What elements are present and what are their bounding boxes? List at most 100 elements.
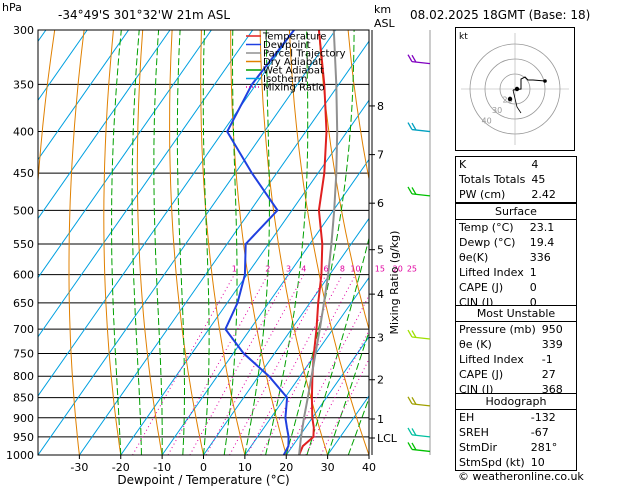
height-tick-label: 3 xyxy=(377,332,384,345)
index-row: PW (cm) 2.42 xyxy=(456,187,576,202)
wet-adiabat-line xyxy=(244,30,270,455)
parcel-trajectory-curve xyxy=(298,30,339,455)
temperature-tick-label: -20 xyxy=(112,461,130,474)
isotherm-line xyxy=(38,30,295,397)
mixing-ratio-label: 4 xyxy=(301,265,306,274)
wind-barb xyxy=(411,128,431,133)
isotherm-line xyxy=(327,395,369,455)
hodograph-storm-trace xyxy=(512,89,522,114)
wind-barb xyxy=(411,54,417,63)
valid-time-label: 08.02.2025 18GMT (Base: 18) xyxy=(410,8,591,22)
pressure-tick-label: 800 xyxy=(13,370,34,383)
wind-barb xyxy=(407,54,413,62)
pressure-tick-label: 400 xyxy=(13,126,34,139)
legend-label: Parcel Trajectory xyxy=(263,49,346,60)
surface-row: Dewp (°C) 19.4 xyxy=(456,235,576,250)
hodograph-ring-label: 40 xyxy=(482,117,492,126)
height-tick-label: 1 xyxy=(377,413,384,426)
isotherm-line xyxy=(410,30,455,455)
mixing-ratio-line xyxy=(167,274,269,455)
isotherm-line xyxy=(368,454,369,455)
temperature-tick-label: 0 xyxy=(200,461,207,474)
mixing-ratio-line xyxy=(229,274,327,455)
surface-value: 1 xyxy=(529,266,537,279)
wind-barb xyxy=(411,187,417,195)
dry-adiabat-line xyxy=(288,30,369,455)
most-unstable-title: Most Unstable xyxy=(476,307,556,320)
pressure-tick-label: 550 xyxy=(13,238,34,251)
wet-adiabat-line xyxy=(202,30,210,455)
wind-barb xyxy=(407,186,413,195)
wet-adiabat-line xyxy=(306,236,369,455)
wind-barb xyxy=(407,396,413,405)
wind-barb xyxy=(411,336,431,340)
temperature-tick-label: 10 xyxy=(238,461,252,474)
wind-barb xyxy=(411,428,417,436)
mixing-ratio-line xyxy=(305,329,369,455)
surface-row: Temp (°C) 23.1 xyxy=(456,220,576,236)
pressure-tick-label: 900 xyxy=(13,412,34,425)
wet-adiabat-line xyxy=(368,453,369,455)
location-label: -34°49'S 301°32'W 21m ASL xyxy=(58,8,231,22)
pressure-tick-label: 300 xyxy=(13,24,34,37)
hodograph-param-row: SREH -67 xyxy=(456,425,576,440)
height-tick-label: 6 xyxy=(377,197,384,210)
x-axis-label: Dewpoint / Temperature (°C) xyxy=(117,473,289,486)
wind-barb xyxy=(407,442,413,450)
hodograph-table: EH -132 SREH -67 StmDir 281° StmSpd (kt) 10 xyxy=(456,409,576,470)
wind-barb xyxy=(411,60,431,65)
index-label: K xyxy=(459,158,467,171)
index-value: 45 xyxy=(531,173,546,186)
indices-table: K 4 Totals Totals 45 PW (cm) 2.42 xyxy=(456,157,576,202)
height-tick-label: 5 xyxy=(377,244,384,257)
isotherm-line xyxy=(38,30,336,455)
hodograph-param-label: EH xyxy=(459,411,475,424)
mixing-ratio-label: 8 xyxy=(340,265,345,274)
surface-table: Temp (°C) 23.1 Dewp (°C) 19.4 θe(K) 336 Lifted… xyxy=(456,219,576,310)
hodograph-param-value: 10 xyxy=(530,456,545,469)
legend-label: Isotherm xyxy=(263,74,307,85)
wet-adiabat-line xyxy=(347,396,369,455)
temperature-tick-label: 40 xyxy=(362,461,376,474)
mixing-ratio-label: 6 xyxy=(324,265,329,274)
index-label: PW (cm) xyxy=(459,188,506,201)
surface-row: CAPE (J) 0 xyxy=(456,280,576,295)
hodograph-param-label: StmDir xyxy=(459,441,498,454)
isotherm-line xyxy=(0,30,5,455)
wind-barb xyxy=(411,397,417,405)
isotherm-line xyxy=(244,276,369,455)
pressure-tick-label: 350 xyxy=(13,78,34,91)
height-unit-label-2: ASL xyxy=(374,17,395,30)
dry-adiabat-line xyxy=(169,30,204,455)
hodograph-param-label: SREH xyxy=(459,426,489,439)
isotherm-line xyxy=(203,217,369,455)
wind-barb xyxy=(411,403,431,407)
isotherm-line xyxy=(38,30,254,338)
hodograph-point xyxy=(514,86,520,92)
hodograph-unit-label: kt xyxy=(459,32,468,42)
temperature-tick-label: 30 xyxy=(321,461,335,474)
temperature-tick-label: -10 xyxy=(153,461,171,474)
most-unstable-row: θe (K) 339 xyxy=(456,337,576,352)
hodograph-ring-label: 20 xyxy=(503,96,513,105)
height-tick-label: LCL xyxy=(377,432,398,445)
dry-adiabat-line xyxy=(136,30,163,455)
surface-value: 19.4 xyxy=(529,236,555,249)
index-value: 4 xyxy=(531,158,539,171)
pressure-tick-label: 650 xyxy=(13,297,34,310)
most-unstable-row: Lifted Index -1 xyxy=(456,352,576,367)
dewpoint-curve xyxy=(224,30,295,455)
pressure-tick-label: 1000 xyxy=(6,449,34,462)
isotherm-line xyxy=(78,40,369,455)
mixing-ratio-label: 2 xyxy=(265,265,270,274)
surface-value: 0 xyxy=(529,281,537,294)
dry-adiabat-line xyxy=(68,30,85,455)
wet-adiabat-line xyxy=(131,30,142,455)
most-unstable-value: 368 xyxy=(541,383,563,396)
hodograph-param-label: StmSpd (kt) xyxy=(459,456,525,469)
isotherm-line xyxy=(38,30,130,161)
dry-adiabat-line xyxy=(318,30,369,331)
most-unstable-label: CIN (J) xyxy=(459,383,494,396)
height-tick-label: 2 xyxy=(377,374,384,387)
height-tick-label: 8 xyxy=(377,100,384,113)
